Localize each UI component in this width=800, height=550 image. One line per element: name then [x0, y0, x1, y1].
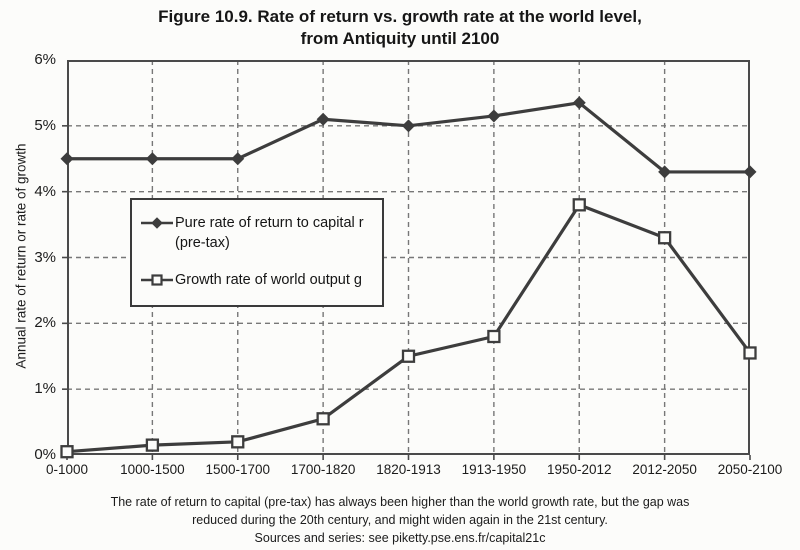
caption-line1: The rate of return to capital (pre-tax) … — [110, 495, 690, 509]
y-tick-label: 6% — [34, 51, 56, 68]
marker-diamond — [572, 96, 586, 110]
y-tick-label: 2% — [34, 314, 56, 332]
figure-caption: The rate of return to capital (pre-tax) … — [0, 494, 800, 547]
marker-square — [401, 349, 416, 363]
figure-title: Figure 10.9. Rate of return vs. growth r… — [0, 6, 800, 51]
marker-diamond — [60, 152, 74, 166]
marker-diamond — [658, 165, 672, 179]
y-tick-label: 3% — [34, 248, 56, 266]
x-axis-label: 1913-1950 — [461, 462, 527, 477]
marker-diamond — [145, 152, 159, 166]
legend-label-return-line1: Pure rate of return to capital r — [175, 215, 364, 231]
x-axis-label: 0-1000 — [45, 462, 89, 477]
marker-square — [572, 198, 586, 212]
marker-square — [487, 329, 501, 344]
plot-area: Pure rate of return to capital r (pre-ta… — [60, 60, 757, 460]
legend-label-return-line2: (pre-tax) — [175, 235, 230, 251]
x-axis-label: 1500-1700 — [205, 462, 271, 477]
legend-marker-square-icon — [141, 270, 175, 287]
chart-canvas — [60, 60, 757, 460]
x-axis-label: 1950-2012 — [546, 462, 612, 477]
figure-title-line1: Figure 10.9. Rate of return vs. growth r… — [158, 7, 642, 26]
marker-square — [60, 445, 74, 459]
marker-square — [743, 346, 757, 360]
marker-square — [657, 231, 672, 245]
y-tick-label: 4% — [34, 182, 56, 200]
plot-border — [67, 60, 750, 455]
figure-title-line2: from Antiquity until 2100 — [300, 29, 500, 49]
marker-diamond — [231, 152, 245, 166]
marker-square — [316, 412, 330, 426]
y-tick-label: 5% — [34, 116, 56, 134]
x-axis-label: 1000-1500 — [120, 462, 185, 477]
legend-label-return: Pure rate of return to capital r (pre-ta… — [175, 213, 364, 253]
marker-diamond — [402, 119, 415, 133]
marker-diamond — [316, 112, 330, 126]
marker-square — [145, 438, 160, 452]
legend-entry-growth: Growth rate of world output g — [141, 270, 378, 290]
legend: Pure rate of return to capital r (pre-ta… — [130, 198, 384, 307]
x-axis-label: 1700-1820 — [290, 462, 356, 477]
marker-square — [231, 435, 245, 449]
x-axis-label: 2050-2100 — [717, 462, 783, 477]
legend-label-growth: Growth rate of world output g — [175, 272, 362, 288]
marker-diamond — [487, 109, 501, 123]
caption-line3: Sources and series: see piketty.pse.ens.… — [254, 530, 546, 545]
x-axis-label: 2012-2050 — [632, 462, 697, 477]
x-axis-label: 1820-1913 — [376, 462, 441, 477]
legend-marker-diamond-icon — [141, 213, 175, 230]
y-tick-label: 0% — [34, 446, 56, 463]
marker-diamond — [743, 165, 757, 179]
y-tick-label: 1% — [34, 380, 56, 398]
legend-entry-return: Pure rate of return to capital r (pre-ta… — [141, 213, 378, 253]
caption-line2: reduced during the 20th century, and mig… — [192, 512, 608, 527]
